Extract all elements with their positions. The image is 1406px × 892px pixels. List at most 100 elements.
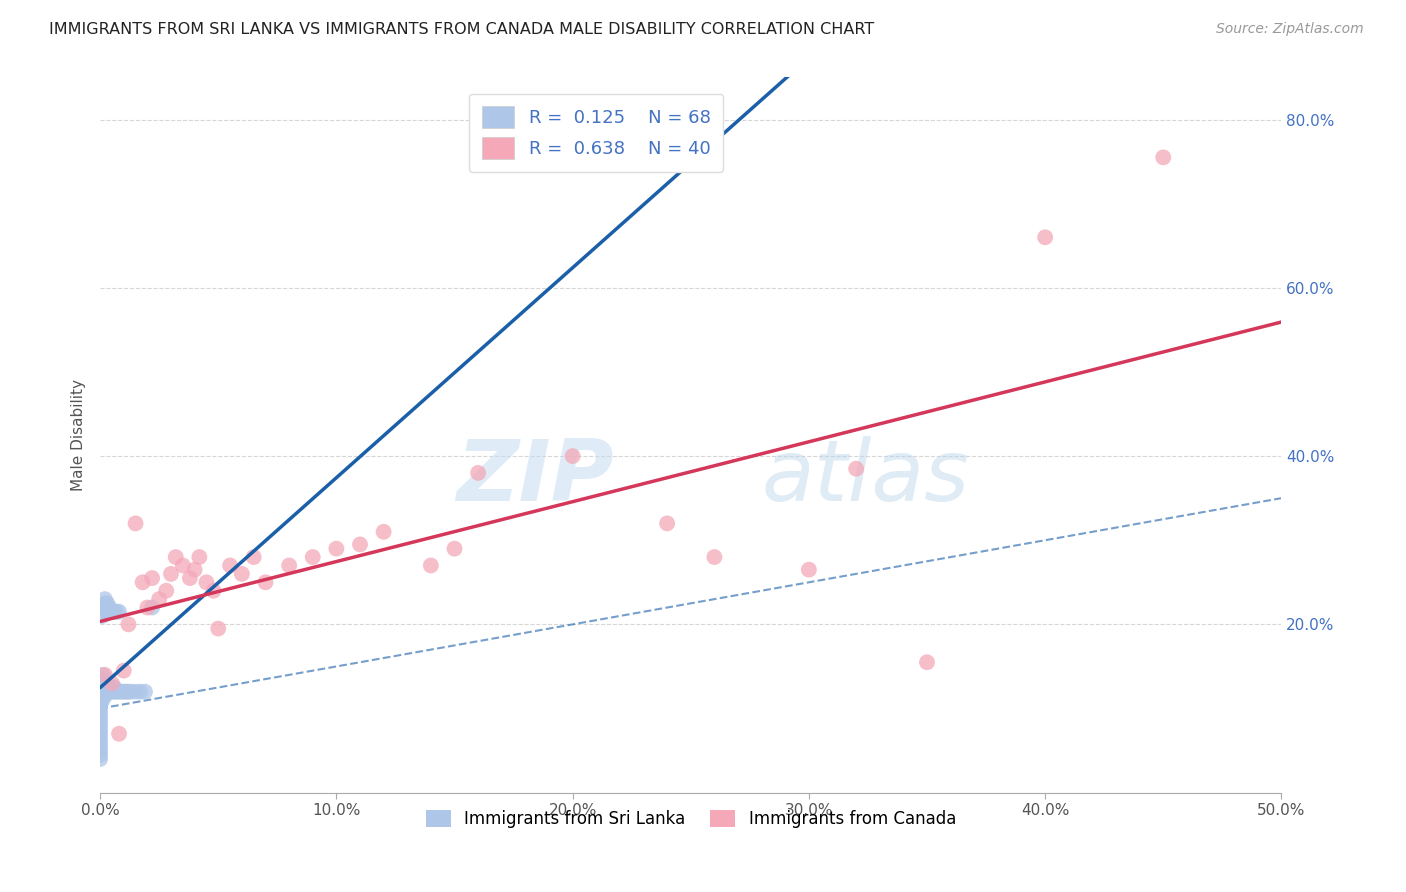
Point bbox=[94, 605, 117, 619]
Point bbox=[110, 684, 132, 698]
Point bbox=[94, 689, 117, 703]
Point bbox=[115, 684, 138, 698]
Point bbox=[915, 655, 938, 669]
Point bbox=[89, 714, 111, 728]
Point bbox=[96, 596, 118, 610]
Point bbox=[91, 681, 114, 695]
Point bbox=[89, 743, 111, 757]
Point bbox=[89, 731, 111, 745]
Point bbox=[188, 550, 211, 565]
Point bbox=[94, 596, 117, 610]
Point bbox=[703, 550, 725, 565]
Point bbox=[655, 516, 678, 531]
Point bbox=[89, 752, 111, 766]
Point bbox=[89, 747, 111, 762]
Point bbox=[94, 668, 117, 682]
Point bbox=[108, 684, 131, 698]
Point bbox=[91, 684, 114, 698]
Point bbox=[117, 617, 139, 632]
Point bbox=[108, 727, 131, 741]
Point bbox=[98, 684, 121, 698]
Text: ZIP: ZIP bbox=[457, 436, 614, 519]
Point bbox=[89, 695, 111, 709]
Point bbox=[89, 691, 111, 706]
Point bbox=[131, 575, 153, 590]
Point bbox=[89, 693, 111, 707]
Point bbox=[141, 571, 163, 585]
Point bbox=[91, 686, 114, 700]
Point bbox=[195, 575, 218, 590]
Point bbox=[349, 537, 371, 551]
Point bbox=[141, 600, 163, 615]
Point bbox=[112, 684, 135, 698]
Point bbox=[91, 676, 114, 690]
Point bbox=[89, 686, 111, 700]
Point bbox=[129, 684, 152, 698]
Point bbox=[91, 609, 114, 624]
Point bbox=[98, 600, 121, 615]
Point bbox=[207, 622, 229, 636]
Point bbox=[467, 466, 489, 480]
Point bbox=[179, 571, 201, 585]
Point bbox=[94, 681, 117, 695]
Point bbox=[373, 524, 395, 539]
Point bbox=[160, 566, 183, 581]
Point bbox=[101, 605, 124, 619]
Point bbox=[134, 684, 156, 698]
Point bbox=[242, 550, 264, 565]
Point bbox=[94, 676, 117, 690]
Point bbox=[98, 681, 121, 695]
Point bbox=[124, 516, 146, 531]
Point bbox=[105, 684, 128, 698]
Point bbox=[89, 689, 111, 703]
Point bbox=[91, 683, 114, 698]
Point bbox=[94, 684, 117, 698]
Point bbox=[98, 605, 121, 619]
Text: IMMIGRANTS FROM SRI LANKA VS IMMIGRANTS FROM CANADA MALE DISABILITY CORRELATION : IMMIGRANTS FROM SRI LANKA VS IMMIGRANTS … bbox=[49, 22, 875, 37]
Point bbox=[89, 698, 111, 712]
Point bbox=[89, 684, 111, 698]
Point bbox=[101, 681, 124, 695]
Point bbox=[108, 605, 131, 619]
Point bbox=[231, 566, 253, 581]
Point bbox=[202, 583, 225, 598]
Y-axis label: Male Disability: Male Disability bbox=[72, 379, 86, 491]
Point bbox=[419, 558, 441, 573]
Point bbox=[136, 600, 159, 615]
Point bbox=[183, 563, 205, 577]
Point bbox=[91, 668, 114, 682]
Point bbox=[91, 672, 114, 686]
Text: atlas: atlas bbox=[762, 436, 970, 519]
Point bbox=[117, 684, 139, 698]
Point bbox=[89, 723, 111, 737]
Point bbox=[101, 684, 124, 698]
Point bbox=[148, 592, 170, 607]
Legend: Immigrants from Sri Lanka, Immigrants from Canada: Immigrants from Sri Lanka, Immigrants fr… bbox=[419, 803, 963, 834]
Point bbox=[101, 676, 124, 690]
Point bbox=[94, 600, 117, 615]
Point bbox=[112, 664, 135, 678]
Point bbox=[91, 693, 114, 707]
Point bbox=[103, 605, 125, 619]
Point bbox=[89, 706, 111, 720]
Point bbox=[278, 558, 301, 573]
Point bbox=[105, 605, 128, 619]
Point bbox=[89, 727, 111, 741]
Point bbox=[124, 684, 146, 698]
Point bbox=[96, 605, 118, 619]
Point bbox=[165, 550, 187, 565]
Point bbox=[172, 558, 194, 573]
Point bbox=[254, 575, 277, 590]
Point bbox=[91, 600, 114, 615]
Point bbox=[219, 558, 242, 573]
Point bbox=[103, 684, 125, 698]
Point bbox=[325, 541, 347, 556]
Point bbox=[845, 461, 868, 475]
Point bbox=[443, 541, 465, 556]
Point bbox=[89, 739, 111, 754]
Point bbox=[91, 689, 114, 703]
Point bbox=[1152, 150, 1174, 164]
Point bbox=[301, 550, 323, 565]
Point bbox=[120, 684, 142, 698]
Point bbox=[94, 592, 117, 607]
